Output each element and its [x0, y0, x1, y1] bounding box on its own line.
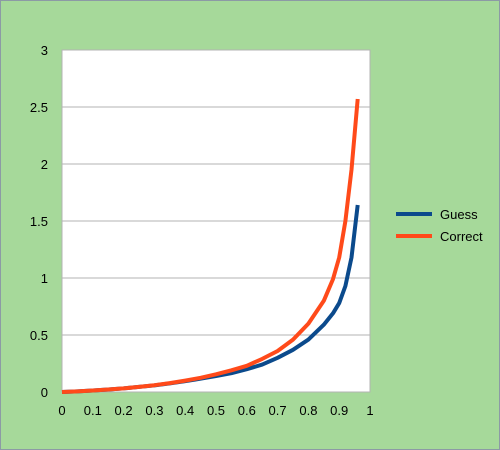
- y-tick-label: 2.5: [30, 100, 48, 115]
- x-tick-label: 0.9: [330, 403, 348, 418]
- y-tick-label: 0: [41, 385, 48, 400]
- x-tick-label: 0.4: [176, 403, 194, 418]
- x-tick-label: 0.1: [84, 403, 102, 418]
- x-tick-label: 0.6: [238, 403, 256, 418]
- x-tick-label: 1: [366, 403, 373, 418]
- y-tick-label: 0.5: [30, 328, 48, 343]
- gridlines: [62, 49, 370, 336]
- x-tick-label: 0.2: [115, 403, 133, 418]
- x-tick-label: 0.7: [269, 403, 287, 418]
- y-tick-label: 1: [41, 271, 48, 286]
- legend-label-correct: Correct: [440, 229, 483, 244]
- x-tick-label: 0.5: [207, 403, 225, 418]
- y-tick-label: 1.5: [30, 214, 48, 229]
- x-tick-label: 0: [58, 403, 65, 418]
- series-line-correct: [61, 98, 360, 394]
- x-tick-label: 0.3: [145, 403, 163, 418]
- axis-ticks: 0 0.5 1 1.5 2 2.5 3 0 0.1 0.2 0.3 0.4 0.5 0.6 0.7 0.8 0.…: [30, 43, 374, 418]
- legend: Guess Correct: [396, 207, 483, 244]
- y-tick-label: 2: [41, 157, 48, 172]
- x-tick-label: 0.8: [299, 403, 317, 418]
- legend-label-guess: Guess: [440, 207, 478, 222]
- series-lines: [61, 98, 360, 394]
- y-tick-label: 3: [41, 43, 48, 58]
